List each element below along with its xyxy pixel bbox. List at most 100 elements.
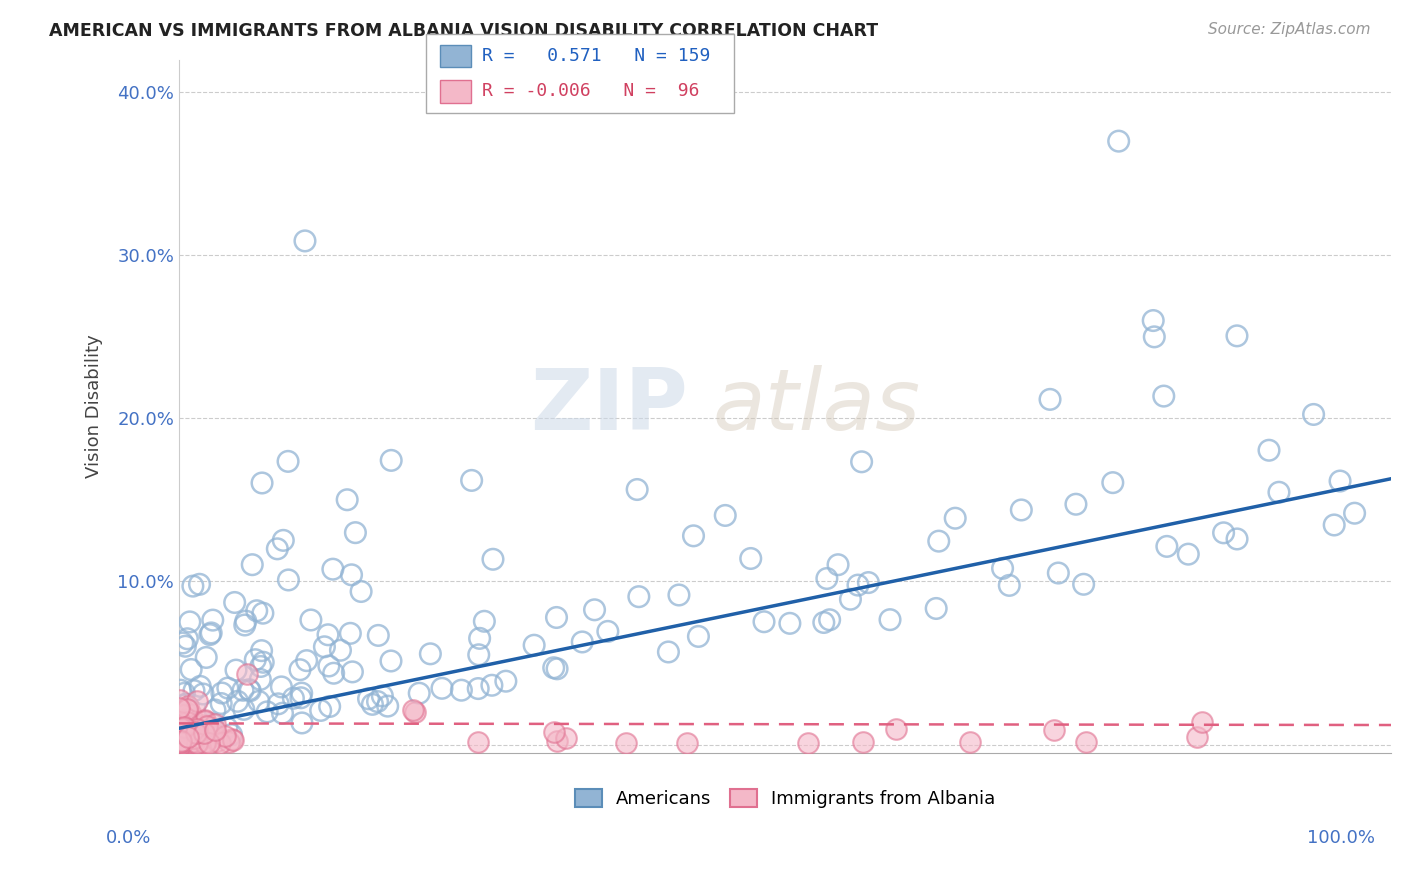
Point: [1226, 329, 1249, 343]
Point: [176, 713, 198, 727]
Point: [299, 613, 322, 627]
Point: [224, 595, 246, 609]
Point: [173, 721, 195, 735]
Point: [543, 661, 565, 675]
Point: [179, 736, 201, 750]
Point: [232, 683, 254, 698]
Point: [200, 626, 222, 640]
Point: [546, 610, 568, 624]
Point: [173, 714, 195, 729]
Point: [419, 647, 441, 661]
Point: [546, 734, 568, 748]
Point: [377, 699, 399, 714]
Point: [249, 659, 271, 673]
Point: [839, 592, 862, 607]
Point: [191, 723, 214, 737]
Point: [169, 693, 191, 707]
Point: [173, 728, 195, 742]
Point: [195, 719, 218, 733]
Point: [523, 638, 546, 652]
Point: [314, 640, 336, 654]
Point: [1064, 497, 1087, 511]
Point: [172, 707, 194, 722]
Point: [482, 552, 505, 566]
Point: [340, 567, 363, 582]
Point: [249, 673, 271, 687]
Point: [402, 703, 425, 717]
Point: [1039, 392, 1062, 407]
Point: [596, 624, 619, 639]
Point: [215, 721, 238, 735]
Point: [468, 632, 491, 646]
Point: [430, 681, 453, 696]
Point: [167, 725, 190, 739]
Point: [1142, 313, 1164, 327]
Point: [172, 736, 194, 750]
Y-axis label: Vision Disability: Vision Disability: [86, 334, 103, 478]
Point: [183, 735, 205, 749]
Point: [495, 674, 517, 689]
Point: [204, 723, 226, 737]
Point: [188, 577, 211, 591]
Point: [295, 654, 318, 668]
Point: [1268, 485, 1291, 500]
Point: [316, 628, 339, 642]
Point: [342, 665, 364, 679]
Point: [183, 728, 205, 742]
Point: [174, 714, 197, 729]
Point: [217, 681, 239, 695]
Text: ZIP: ZIP: [530, 365, 688, 448]
Text: R =   0.571   N = 159: R = 0.571 N = 159: [482, 46, 710, 65]
Point: [193, 726, 215, 740]
Point: [1323, 518, 1346, 533]
Point: [181, 730, 204, 744]
Point: [186, 694, 208, 708]
Point: [173, 686, 195, 700]
Point: [183, 731, 205, 745]
Point: [225, 663, 247, 677]
Point: [1101, 475, 1123, 490]
Point: [170, 721, 193, 735]
Point: [991, 561, 1014, 575]
Point: [250, 643, 273, 657]
Point: [179, 615, 201, 629]
Point: [460, 474, 482, 488]
Point: [211, 686, 233, 700]
Point: [184, 719, 207, 733]
Point: [288, 663, 311, 677]
Point: [172, 725, 194, 739]
Text: AMERICAN VS IMMIGRANTS FROM ALBANIA VISION DISABILITY CORRELATION CHART: AMERICAN VS IMMIGRANTS FROM ALBANIA VISI…: [49, 22, 879, 40]
Point: [668, 588, 690, 602]
Point: [752, 615, 775, 629]
Point: [173, 734, 195, 748]
Point: [404, 705, 426, 719]
Point: [1191, 715, 1213, 730]
Point: [361, 698, 384, 712]
Point: [221, 728, 243, 742]
Point: [571, 635, 593, 649]
Point: [195, 650, 218, 665]
Point: [336, 492, 359, 507]
Point: [177, 722, 200, 736]
Point: [1073, 577, 1095, 591]
Point: [176, 632, 198, 646]
Point: [467, 648, 489, 662]
Point: [1329, 474, 1351, 488]
Point: [176, 707, 198, 722]
Point: [1047, 566, 1070, 580]
Point: [169, 683, 191, 698]
Point: [1177, 547, 1199, 561]
Point: [247, 694, 270, 708]
Point: [183, 683, 205, 698]
Point: [172, 734, 194, 748]
Point: [329, 643, 352, 657]
Point: [246, 604, 269, 618]
Point: [676, 736, 699, 750]
Point: [174, 723, 197, 738]
Point: [626, 483, 648, 497]
Point: [1156, 540, 1178, 554]
Point: [1343, 506, 1365, 520]
Point: [169, 733, 191, 747]
Point: [1212, 525, 1234, 540]
Point: [240, 558, 263, 572]
